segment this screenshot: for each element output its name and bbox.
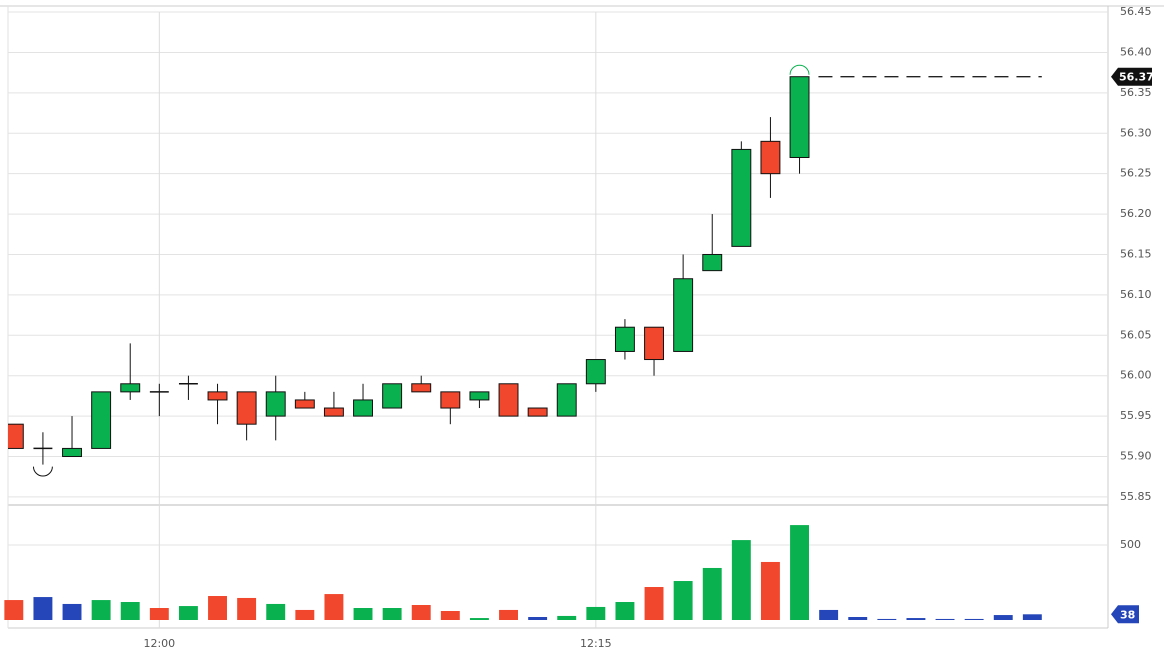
- x-tick-label: 12:00: [143, 637, 175, 650]
- low-marker: [32, 466, 53, 477]
- y-tick-label: 56.00: [1120, 369, 1152, 382]
- volume-bar: [440, 611, 460, 620]
- volume-bar: [208, 596, 227, 620]
- candle-body: [382, 383, 403, 409]
- candle-body: [62, 447, 82, 458]
- candle-body: [91, 391, 112, 449]
- y-tick-label: 56.30: [1120, 126, 1152, 139]
- volume-bar: [324, 594, 344, 620]
- candle-body: [498, 383, 519, 417]
- volume-bar: [586, 606, 606, 620]
- volume-bar: [149, 608, 169, 620]
- y-tick-label: 56.25: [1120, 167, 1152, 180]
- volume-bar: [790, 525, 809, 620]
- volume-bar: [615, 602, 635, 620]
- candle-body: [207, 391, 228, 401]
- y-tick-label: 56.45: [1120, 5, 1152, 18]
- candle-body: [585, 359, 606, 385]
- volume-bar: [528, 617, 548, 620]
- volume-bar: [906, 618, 926, 620]
- volume-bar: [62, 603, 82, 620]
- last-price-label: 56.37: [1119, 71, 1154, 84]
- volume-bar: [644, 587, 664, 620]
- volume-bar: [964, 618, 984, 620]
- volume-bar: [819, 609, 839, 620]
- volume-bar: [935, 618, 955, 620]
- y-tick-label: 500: [1120, 538, 1141, 551]
- y-tick-label: 56.10: [1120, 288, 1152, 301]
- candle-body: [236, 391, 257, 425]
- volume-bar: [91, 600, 111, 620]
- volume-bar: [877, 618, 897, 620]
- volume-bar: [673, 581, 693, 620]
- volume-bar: [4, 600, 24, 620]
- y-tick-label: 56.15: [1120, 247, 1152, 260]
- volume-bar: [237, 597, 257, 620]
- candle-body: [411, 383, 432, 393]
- candle-body: [702, 253, 723, 272]
- volume-bar: [702, 567, 722, 620]
- candle-body: [760, 140, 781, 175]
- candle-body: [469, 391, 490, 401]
- y-tick-label: 55.95: [1120, 409, 1152, 422]
- candle-body: [120, 383, 141, 393]
- volume-bar: [760, 561, 780, 620]
- volume-bar: [33, 597, 53, 620]
- candle-body: [323, 407, 344, 417]
- y-tick-label: 56.20: [1120, 207, 1152, 220]
- candle-body: [265, 391, 286, 417]
- last-volume-label: 38: [1120, 608, 1135, 621]
- volume-bar: [353, 608, 373, 620]
- volume-bar: [731, 540, 751, 620]
- volume-bar: [993, 615, 1013, 620]
- volume-bar: [499, 609, 518, 620]
- volume-bar: [295, 609, 315, 620]
- volume-bar: [469, 618, 489, 620]
- candle-body: [8, 423, 24, 449]
- candle-body: [644, 326, 664, 361]
- volume-bar: [411, 605, 431, 620]
- x-tick-label: 12:15: [580, 637, 612, 650]
- candle-body: [294, 399, 315, 409]
- candle-body: [527, 407, 548, 417]
- high-marker: [789, 64, 810, 75]
- candle-body: [731, 148, 752, 247]
- price-pane: [8, 64, 810, 477]
- volume-bar: [266, 603, 286, 620]
- volume-bar: [178, 606, 198, 620]
- volume-bar: [382, 608, 402, 620]
- y-tick-label: 56.35: [1120, 86, 1152, 99]
- last-volume-box: [1111, 605, 1139, 624]
- y-tick-label: 55.85: [1120, 490, 1152, 503]
- y-tick-label: 56.40: [1120, 45, 1152, 58]
- candle-body: [673, 278, 694, 352]
- volume-bar: [848, 617, 868, 620]
- candle-body: [353, 399, 373, 417]
- y-tick-label: 56.05: [1120, 328, 1152, 341]
- candle-body: [614, 326, 635, 352]
- candle-body: [440, 391, 461, 409]
- volume-bar: [1022, 614, 1042, 620]
- volume-bar: [557, 615, 577, 620]
- candle-body: [556, 383, 577, 417]
- last-price-box: [1111, 67, 1152, 86]
- y-tick-label: 55.90: [1120, 450, 1152, 463]
- volume-bar: [120, 602, 140, 620]
- candle-body: [789, 76, 810, 159]
